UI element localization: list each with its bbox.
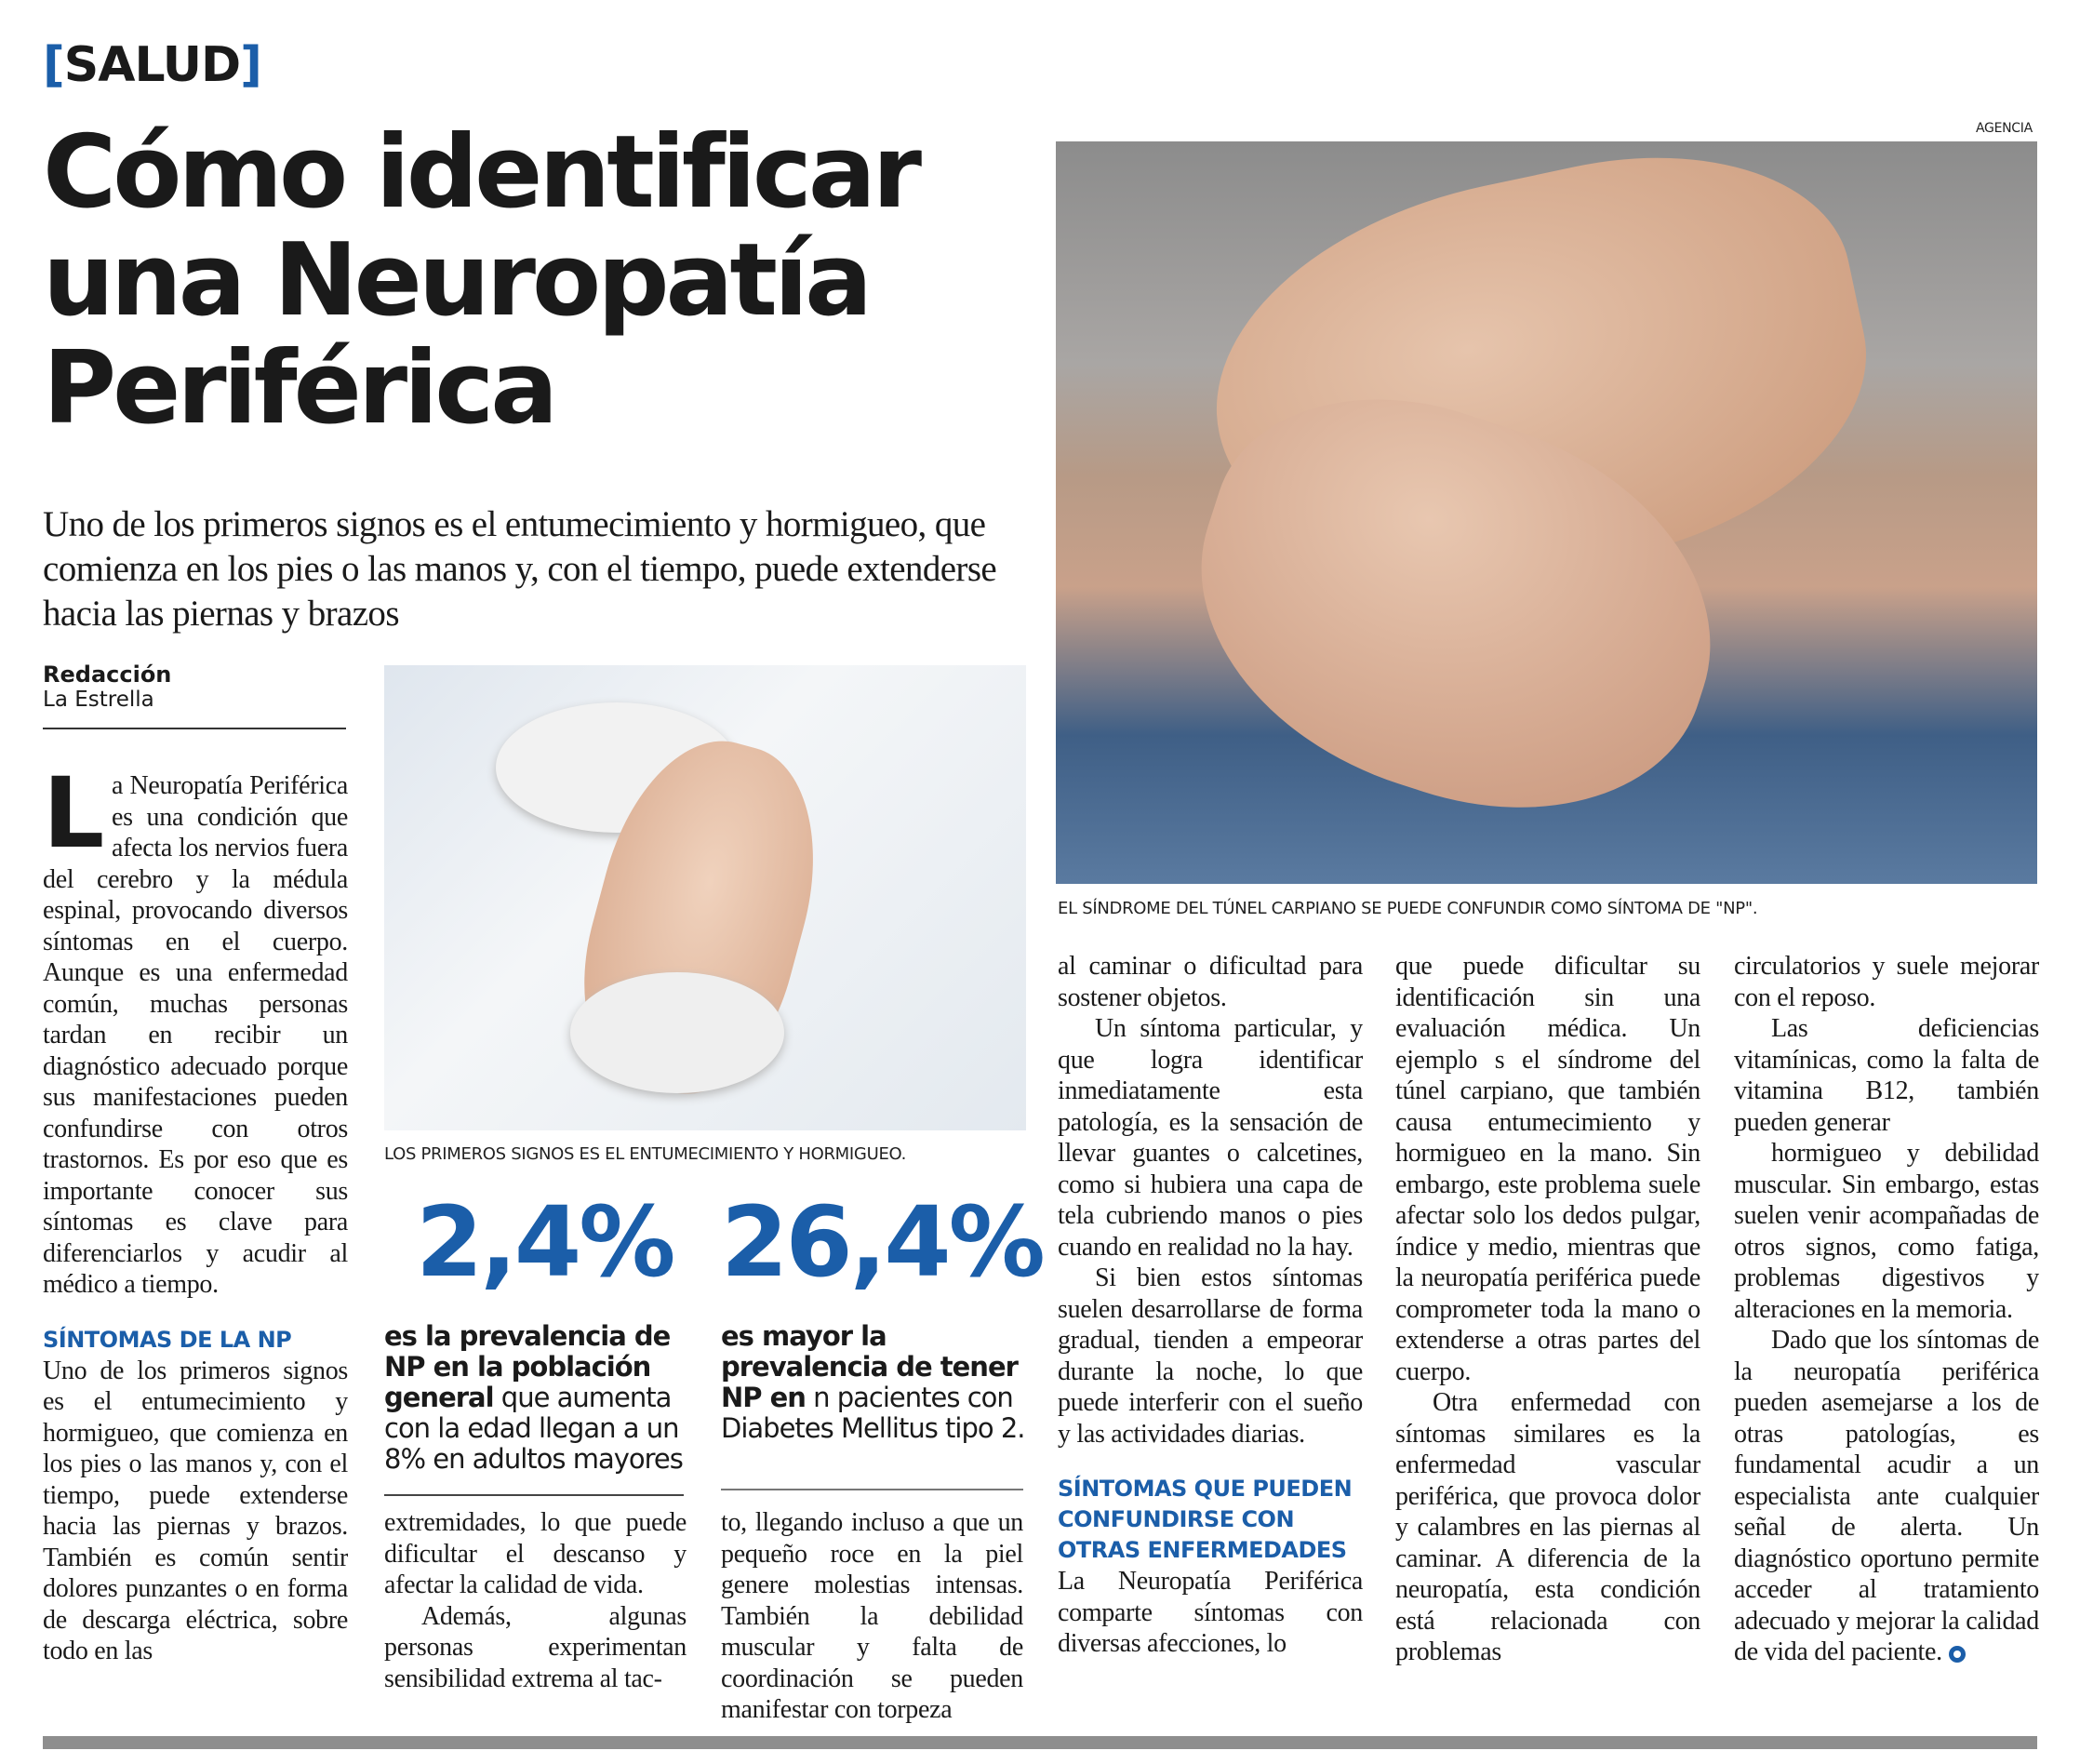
article-column: circulatorios y suele mejorar con el rep… <box>1734 951 2039 1734</box>
divider <box>43 728 346 729</box>
drop-cap: L <box>43 770 104 870</box>
foot-photo <box>384 665 1026 1130</box>
end-mark-icon <box>1948 1645 1966 1663</box>
stat-description: es la prevalencia de NP en la población … <box>384 1321 691 1475</box>
paragraph: Uno de los primeros signos es el entumec… <box>43 1356 348 1666</box>
headline: Cómo identificar una Neuropatía Periféri… <box>43 114 922 447</box>
stat-bold: es mayor la prevalencia de tener NP en <box>721 1320 1019 1413</box>
divider <box>384 1494 684 1496</box>
footer-bar <box>43 1736 2037 1749</box>
subheading: SÍNTOMAS DE LA NP <box>43 1326 292 1353</box>
article-column: al caminar o dificultad para sostener ob… <box>1058 951 1363 1734</box>
paragraph: Si bien estos síntomas suelen desarrolla… <box>1058 1263 1363 1449</box>
paragraph: que puede dificultar su identificación s… <box>1395 952 1700 1386</box>
paragraph: La Neuropatía Periférica comparte síntom… <box>1058 1567 1363 1658</box>
divider <box>721 1489 1023 1490</box>
bracket: ] <box>240 37 262 93</box>
byline-outlet: La Estrella <box>43 688 154 712</box>
stat-value: 26,4% <box>721 1185 1046 1299</box>
hand-photo <box>1056 141 2037 884</box>
section-name: SALUD <box>63 37 241 93</box>
bracket: [ <box>43 37 65 93</box>
paragraph: Además, algunas personas experimentan se… <box>384 1601 687 1693</box>
stat-text: que aumenta con la edad llegan a un 8% e… <box>384 1382 684 1475</box>
paragraph: Las deficiencias vitamínicas, como la fa… <box>1734 1014 2039 1137</box>
subheading: SÍNTOMAS QUE PUEDEN CONFUNDIRSE CON OTRA… <box>1058 1476 1353 1563</box>
byline: Redacción La Estrella <box>43 662 171 712</box>
hand-photo-caption: EL SÍNDROME DEL TÚNEL CARPIANO SE PUEDE … <box>1058 899 1758 918</box>
paragraph: Un síntoma particular, y que logra ident… <box>1058 1014 1363 1262</box>
stat-bold: es la prevalencia de NP en la población … <box>384 1320 671 1413</box>
section-label: [SALUD] <box>43 37 262 93</box>
paragraph: extremidades, lo que puede dificultar el… <box>384 1508 687 1599</box>
stat-description: es mayor la prevalencia de tener NP en n… <box>721 1321 1028 1444</box>
paragraph: hormigueo y debilidad muscular. Sin emba… <box>1734 1139 2039 1324</box>
foot-photo-caption: LOS PRIMEROS SIGNOS ES EL ENTUMECIMIENTO… <box>384 1144 907 1164</box>
paragraph: Dado que los síntomas de la neuropatía p… <box>1734 1325 2039 1668</box>
stat-text: n pacientes con Diabetes Mellitus tipo 2… <box>721 1382 1026 1444</box>
deck: Uno de los primeros signos es el entumec… <box>43 504 997 634</box>
paragraph: Otra enfermedad con síntomas similares e… <box>1395 1388 1700 1666</box>
article-column: extremidades, lo que puede dificultar el… <box>384 1507 687 1734</box>
paragraph: to, llegando incluso a que un pequeño ro… <box>721 1508 1023 1724</box>
stat-value: 2,4% <box>416 1185 675 1299</box>
paragraph: al caminar o dificultad para sostener ob… <box>1058 952 1363 1012</box>
photo-credit: AGENCIA <box>1976 121 2033 136</box>
article-column: to, llegando incluso a que un pequeño ro… <box>721 1507 1023 1734</box>
glove-shape <box>570 972 784 1093</box>
article-column: que puede dificultar su identificación s… <box>1395 951 1700 1734</box>
paragraph: circulatorios y suele mejorar con el rep… <box>1734 952 2039 1012</box>
closing-text: Dado que los síntomas de la neuropatía p… <box>1734 1326 2039 1666</box>
byline-author: Redacción <box>43 662 172 688</box>
intro-text: a Neuropatía Periférica es una condición… <box>43 771 348 1299</box>
